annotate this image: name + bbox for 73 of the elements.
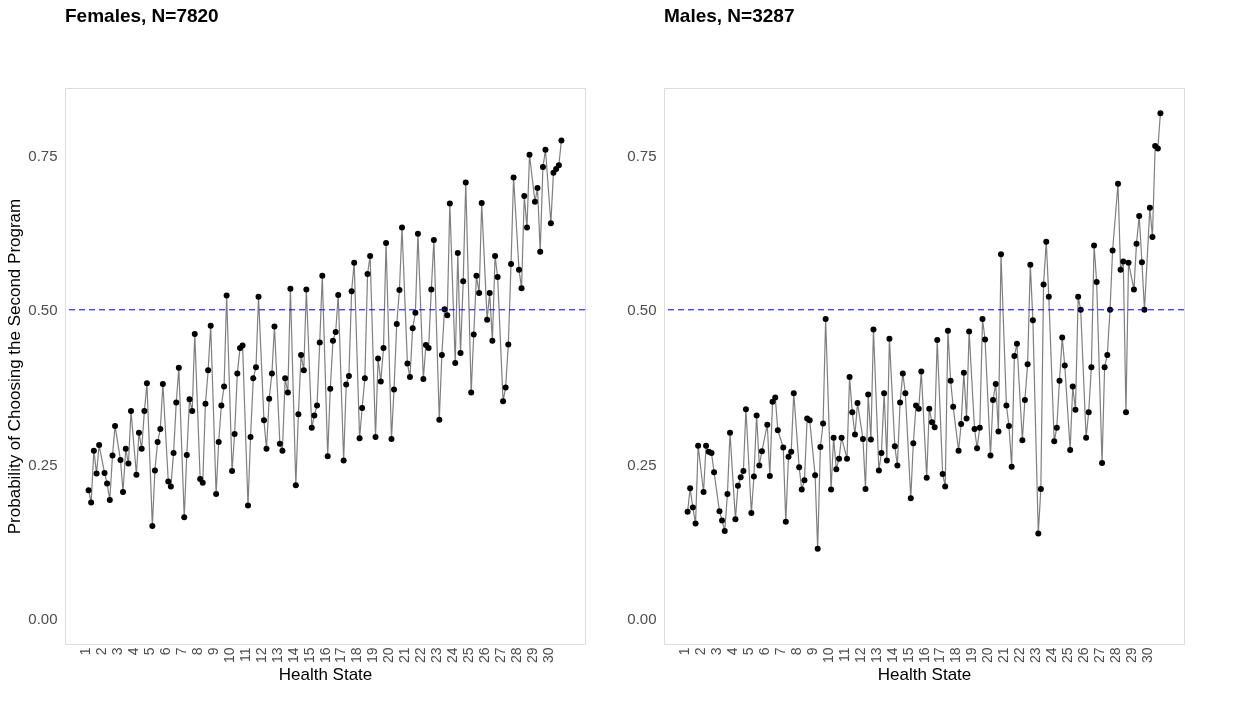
x-tick-label: 3 <box>109 647 126 656</box>
x-tick-label: 12 <box>851 647 868 664</box>
y-tick-label: 0.75 <box>627 146 657 164</box>
x-tick-label: 4 <box>724 647 741 656</box>
x-tick-label: 29 <box>523 647 540 664</box>
x-tick-label: 24 <box>1043 647 1060 664</box>
x-tick-label: 14 <box>883 647 900 664</box>
x-tick-label: 12 <box>252 647 269 664</box>
x-tick-label: 11 <box>835 647 852 663</box>
x-tick-label: 25 <box>459 647 476 664</box>
x-tick-label: 7 <box>772 647 789 656</box>
x-tick-label: 26 <box>475 647 492 664</box>
x-tick-label: 30 <box>539 647 556 664</box>
x-tick-label: 18 <box>348 647 365 664</box>
x-tick-label: 8 <box>787 647 804 656</box>
x-tick-label: 6 <box>756 647 773 656</box>
x-axis-title: Health State <box>278 665 373 685</box>
x-tick-label: 5 <box>740 647 757 656</box>
x-tick-label: 5 <box>141 647 158 656</box>
x-tick-label: 7 <box>173 647 190 656</box>
x-tick-label: 26 <box>1074 647 1091 664</box>
x-tick-label: 1 <box>77 647 94 656</box>
chart-title: Females, N=7820 <box>65 5 219 26</box>
x-tick-label: 8 <box>188 647 205 656</box>
x-tick-label: 27 <box>491 647 508 664</box>
x-tick-label: 25 <box>1058 647 1075 664</box>
x-tick-label: 29 <box>1122 647 1139 664</box>
x-tick-label: 19 <box>364 647 381 664</box>
x-tick-label: 30 <box>1138 647 1155 664</box>
x-tick-label: 23 <box>1027 647 1044 664</box>
x-tick-label: 16 <box>316 647 333 664</box>
x-tick-label: 15 <box>899 647 916 664</box>
x-tick-label: 2 <box>692 647 709 656</box>
x-tick-label: 14 <box>284 647 301 664</box>
x-tick-label: 17 <box>332 647 349 664</box>
x-tick-label: 3 <box>708 647 725 656</box>
x-tick-label: 20 <box>380 647 397 664</box>
x-tick-label: 18 <box>947 647 964 664</box>
x-tick-label: 4 <box>125 647 142 656</box>
x-tick-label: 24 <box>444 647 461 664</box>
y-tick-label: 0.50 <box>28 301 58 319</box>
y-tick-label: 0.75 <box>28 146 58 164</box>
y-axis-title: Probability of Choosing the Second Program <box>5 198 25 535</box>
y-tick-label: 0.00 <box>28 610 58 628</box>
x-tick-label: 11 <box>236 647 253 663</box>
x-tick-label: 21 <box>995 647 1012 664</box>
x-tick-label: 28 <box>1106 647 1123 664</box>
x-tick-label: 13 <box>268 647 285 664</box>
x-tick-label: 10 <box>819 647 836 664</box>
x-tick-label: 15 <box>300 647 317 664</box>
y-tick-label: 0.25 <box>627 455 657 473</box>
x-tick-label: 22 <box>1011 647 1028 664</box>
x-tick-label: 27 <box>1090 647 1107 664</box>
x-tick-label: 17 <box>931 647 948 664</box>
x-tick-label: 22 <box>412 647 429 664</box>
x-tick-label: 23 <box>428 647 445 664</box>
y-tick-label: 0.50 <box>627 301 657 319</box>
y-tick-label: 0.25 <box>28 455 58 473</box>
x-tick-label: 28 <box>507 647 524 664</box>
x-tick-label: 9 <box>204 647 221 656</box>
x-tick-label: 19 <box>963 647 980 664</box>
x-tick-label: 2 <box>93 647 110 656</box>
x-tick-label: 13 <box>867 647 884 664</box>
x-axis-title: Health State <box>877 665 972 685</box>
chart-title: Males, N=3287 <box>664 5 795 26</box>
x-tick-label: 20 <box>979 647 996 664</box>
x-tick-label: 6 <box>157 647 174 656</box>
x-tick-label: 21 <box>396 647 413 664</box>
x-tick-label: 16 <box>915 647 932 664</box>
x-tick-label: 1 <box>676 647 693 656</box>
x-tick-label: 9 <box>803 647 820 656</box>
x-tick-label: 10 <box>220 647 237 664</box>
y-tick-label: 0.00 <box>627 610 657 628</box>
